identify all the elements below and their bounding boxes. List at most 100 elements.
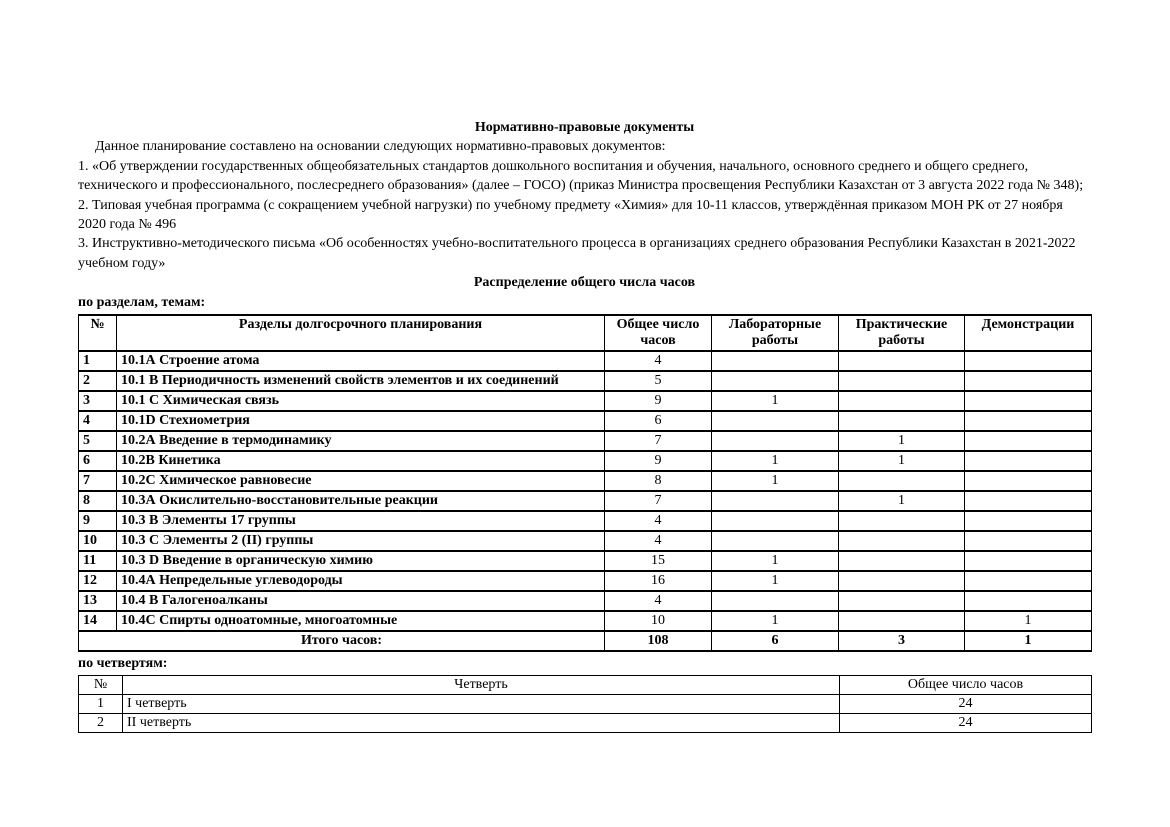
- quarter-hours-cell: 24: [839, 713, 1092, 734]
- lab-works-cell: [711, 350, 839, 373]
- row-number-cell: 7: [78, 470, 117, 493]
- section-name-cell: 10.4С Спирты одноатомные, многоатомные: [116, 610, 605, 633]
- demonstrations-cell: [964, 570, 1092, 593]
- section-row: 10 10.3 С Элементы 2 (II) группы 4: [78, 530, 1092, 553]
- quarters-header-hours: Общее число часов: [839, 675, 1092, 696]
- row-number-cell: 8: [78, 490, 117, 513]
- intro-paragraph: Данное планирование составлено на основа…: [95, 139, 666, 155]
- total-hours-value: 108: [604, 630, 712, 653]
- demonstrations-cell: 1: [964, 610, 1092, 633]
- section-row: 12 10.4А Непредельные углеводороды 16 1: [78, 570, 1092, 593]
- quarter-hours-cell: 24: [839, 694, 1092, 715]
- subheading-by-quarters: по четвертям:: [78, 656, 168, 672]
- row-number-cell: 3: [78, 390, 117, 413]
- sections-table-body: 1 10.1А Строение атома 4 2 10.1 В Периодично…: [78, 350, 1092, 633]
- lab-works-cell: [711, 370, 839, 393]
- section-name-cell: 10.2С Химическое равновесие: [116, 470, 605, 493]
- hours-distribution-heading: Распределение общего числа часов: [473, 275, 696, 291]
- section-name-cell: 10.1D Стехиометрия: [116, 410, 605, 433]
- practical-works-cell: [838, 530, 965, 553]
- total-demo-value: 1: [964, 630, 1092, 653]
- total-practical-value: 3: [838, 630, 965, 653]
- section-name-cell: 10.2В Кинетика: [116, 450, 605, 473]
- row-number-cell: 2: [78, 370, 117, 393]
- demonstrations-cell: [964, 490, 1092, 513]
- lab-works-cell: [711, 590, 839, 613]
- quarter-number-cell: 1: [78, 694, 123, 715]
- quarter-name-cell: I четверть: [122, 694, 840, 715]
- section-row: 1 10.1А Строение атома 4: [78, 350, 1092, 373]
- section-row: 4 10.1D Стехиометрия 6: [78, 410, 1092, 433]
- demonstrations-cell: [964, 530, 1092, 553]
- quarters-header-name: Четверть: [122, 675, 840, 696]
- lab-works-cell: 1: [711, 570, 839, 593]
- quarters-header-number: №: [78, 675, 123, 696]
- lab-works-cell: 1: [711, 610, 839, 633]
- practical-works-cell: 1: [838, 430, 965, 453]
- total-hours-cell: 4: [604, 510, 712, 533]
- practical-works-cell: [838, 350, 965, 373]
- sections-hours-table: № Разделы долгосрочного планирования Общ…: [78, 314, 1092, 653]
- section-row: 2 10.1 В Периодичность изменений свойств …: [78, 370, 1092, 393]
- legal-reference-3: 3. Инструктивно-методического письма «Об…: [78, 236, 1076, 271]
- lab-works-cell: [711, 510, 839, 533]
- total-hours-cell: 8: [604, 470, 712, 493]
- lab-works-cell: 1: [711, 550, 839, 573]
- practical-works-cell: [838, 570, 965, 593]
- practical-works-cell: [838, 370, 965, 393]
- header-lab-works: Лабораторные работы: [711, 314, 839, 353]
- quarter-row: 2 II четверть 24: [78, 713, 1092, 734]
- section-name-cell: 10.4А Непредельные углеводороды: [116, 570, 605, 593]
- section-name-cell: 10.3 D Введение в органическую химию: [116, 550, 605, 573]
- row-number-cell: 12: [78, 570, 117, 593]
- demonstrations-cell: [964, 450, 1092, 473]
- total-lab-value: 6: [711, 630, 839, 653]
- total-hours-cell: 7: [604, 490, 712, 513]
- practical-works-cell: [838, 590, 965, 613]
- lab-works-cell: [711, 530, 839, 553]
- demonstrations-cell: [964, 370, 1092, 393]
- section-name-cell: 10.1 С Химическая связь: [116, 390, 605, 413]
- total-hours-cell: 5: [604, 370, 712, 393]
- subheading-by-sections: по разделам, темам:: [78, 294, 206, 310]
- section-row: 6 10.2В Кинетика 9 1 1: [78, 450, 1092, 473]
- lab-works-cell: 1: [711, 390, 839, 413]
- section-name-cell: 10.1 В Периодичность изменений свойств э…: [116, 370, 605, 393]
- section-row: 11 10.3 D Введение в органическую химию 15…: [78, 550, 1092, 573]
- demonstrations-cell: [964, 590, 1092, 613]
- practical-works-cell: [838, 390, 965, 413]
- section-row: 8 10.3А Окислительно-восстановительные ре…: [78, 490, 1092, 513]
- row-number-cell: 5: [78, 430, 117, 453]
- section-row: 7 10.2С Химическое равновесие 8 1: [78, 470, 1092, 493]
- section-row: 3 10.1 С Химическая связь 9 1: [78, 390, 1092, 413]
- row-number-cell: 1: [78, 350, 117, 373]
- lab-works-cell: [711, 490, 839, 513]
- total-hours-cell: 9: [604, 450, 712, 473]
- section-name-cell: 10.3 С Элементы 2 (II) группы: [116, 530, 605, 553]
- section-row: 13 10.4 В Галогеноалканы 4: [78, 590, 1092, 613]
- practical-works-cell: 1: [838, 450, 965, 473]
- lab-works-cell: 1: [711, 450, 839, 473]
- legal-reference-1: 1. «Об утверждении государственных общео…: [78, 158, 1084, 194]
- demonstrations-cell: [964, 430, 1092, 453]
- total-hours-cell: 4: [604, 530, 712, 553]
- quarter-number-cell: 2: [78, 713, 123, 734]
- section-name-cell: 10.1А Строение атома: [116, 350, 605, 373]
- section-row: 5 10.2А Введение в термодинамику 7 1: [78, 430, 1092, 453]
- lab-works-cell: 1: [711, 470, 839, 493]
- demonstrations-cell: [964, 470, 1092, 493]
- total-hours-cell: 9: [604, 390, 712, 413]
- total-hours-cell: 4: [604, 350, 712, 373]
- total-hours-cell: 15: [604, 550, 712, 573]
- practical-works-cell: [838, 410, 965, 433]
- lab-works-cell: [711, 430, 839, 453]
- total-hours-cell: 7: [604, 430, 712, 453]
- quarters-table-header-row: № Четверть Общее число часов: [78, 675, 1092, 696]
- total-hours-cell: 4: [604, 590, 712, 613]
- practical-works-cell: [838, 610, 965, 633]
- practical-works-cell: [838, 510, 965, 533]
- header-number: №: [78, 314, 117, 353]
- header-practical-works: Практические работы: [838, 314, 965, 353]
